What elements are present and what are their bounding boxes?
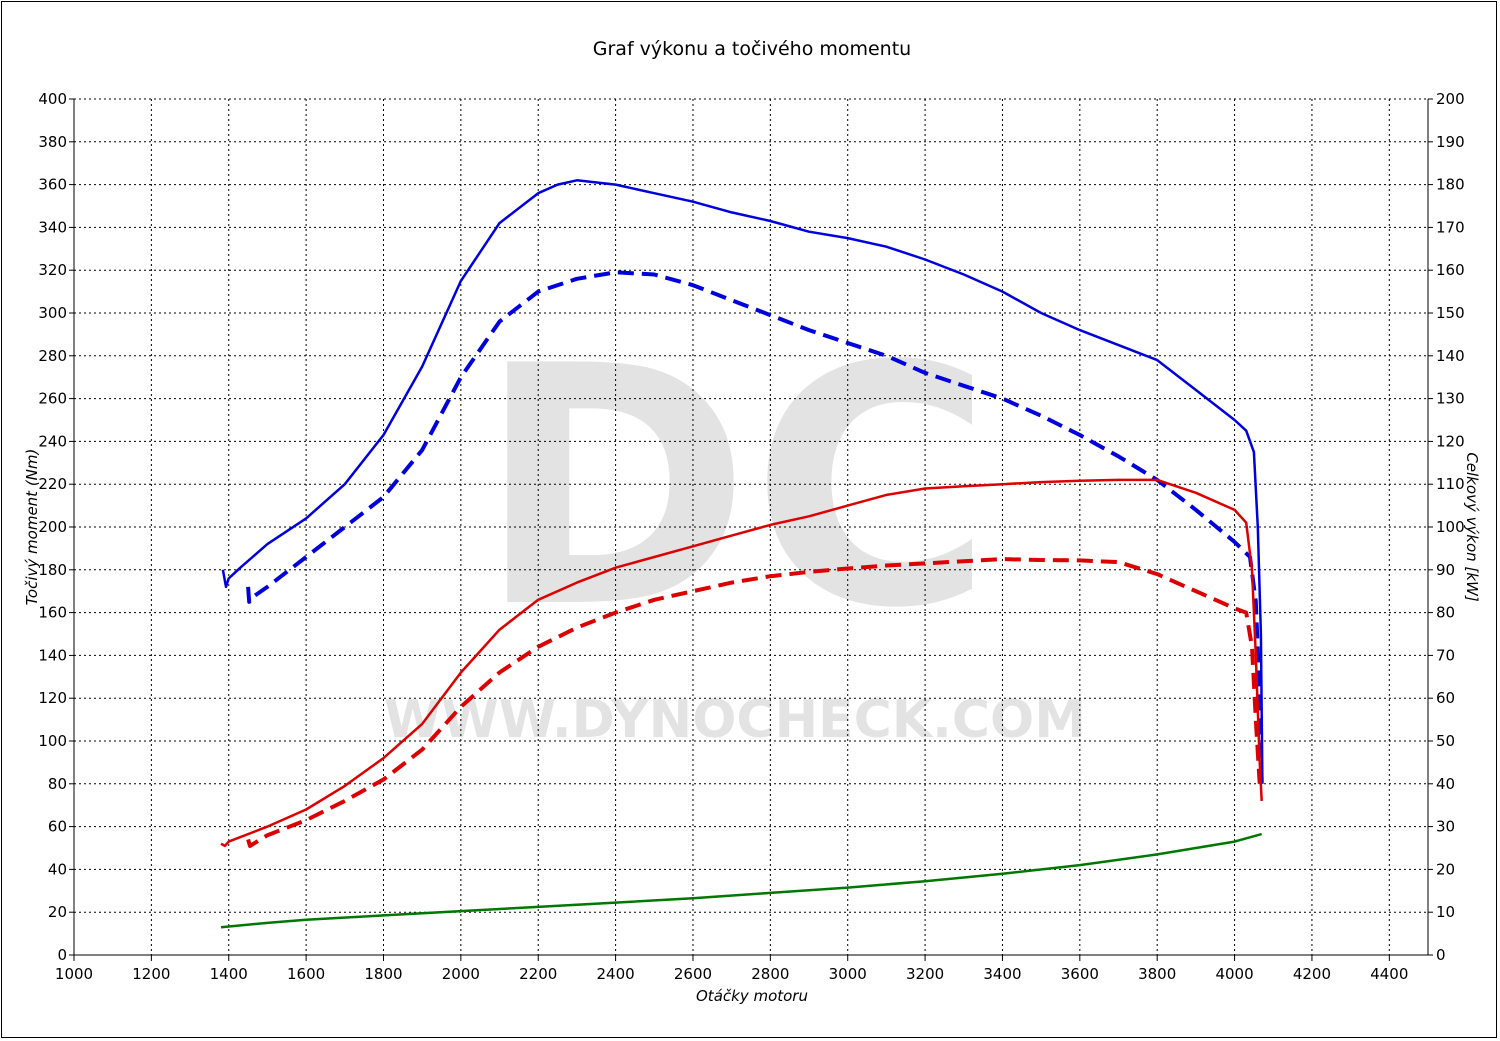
y-left-tick-label: 400	[38, 90, 67, 108]
y-left-tick-label: 280	[38, 347, 67, 365]
y-left-tick-label: 180	[38, 561, 67, 579]
y-left-tick-label: 20	[48, 903, 67, 921]
y-right-tick-label: 200	[1436, 90, 1465, 108]
x-tick-label: 3600	[1061, 965, 1099, 983]
watermark-letters: DC	[477, 296, 993, 680]
y-left-tick-label: 160	[38, 604, 67, 622]
x-tick-label: 1800	[364, 965, 402, 983]
y-right-tick-label: 70	[1436, 646, 1455, 664]
y-right-tick-label: 140	[1436, 347, 1465, 365]
y-right-tick-label: 50	[1436, 732, 1455, 750]
x-tick-label: 4200	[1293, 965, 1331, 983]
x-tick-label: 4400	[1370, 965, 1408, 983]
y-right-tick-label: 10	[1436, 903, 1455, 921]
x-tick-label: 1600	[287, 965, 325, 983]
y-left-tick-label: 0	[57, 946, 67, 964]
y-right-tick-label: 40	[1436, 775, 1455, 793]
y-left-tick-label: 40	[48, 860, 67, 878]
watermark: DC WWW.DYNOCHECK.COM	[384, 296, 1086, 750]
y-axis-left-label: Točivý moment (Nm)	[23, 449, 41, 606]
y-right-tick-label: 100	[1436, 518, 1465, 536]
y-right-tick-label: 120	[1436, 432, 1465, 450]
y-right-tick-label: 30	[1436, 818, 1455, 836]
y-right-tick-label: 130	[1436, 390, 1465, 408]
series-line-3	[220, 478, 1263, 848]
x-axis-label: Otáčky motoru	[696, 987, 808, 1005]
x-tick-label: 3200	[906, 965, 944, 983]
x-tick-label: 2200	[519, 965, 557, 983]
y-left-tick-label: 360	[38, 176, 67, 194]
y-left-tick-label: 140	[38, 646, 67, 664]
y-left-tick-label: 200	[38, 518, 67, 536]
y-right-tick-label: 170	[1436, 218, 1465, 236]
y-left-tick-label: 60	[48, 818, 67, 836]
x-tick-label: 2600	[674, 965, 712, 983]
y-axis-right-label: Celkový výkon [kW]	[1463, 452, 1481, 602]
series-line-2	[246, 270, 1264, 784]
y-right-tick-label: 60	[1436, 689, 1455, 707]
y-right-tick-label: 0	[1436, 946, 1446, 964]
y-right-tick-label: 20	[1436, 860, 1455, 878]
series-line-5	[220, 832, 1263, 929]
y-left-tick-label: 320	[38, 261, 67, 279]
y-left-tick-label: 340	[38, 218, 67, 236]
watermark-url: WWW.DYNOCHECK.COM	[384, 690, 1086, 750]
x-tick-label: 2000	[442, 965, 480, 983]
y-right-tick-label: 180	[1436, 176, 1465, 194]
series-line-4	[246, 557, 1262, 848]
y-left-tick-label: 300	[38, 304, 67, 322]
y-right-tick-label: 90	[1436, 561, 1455, 579]
x-tick-label: 3400	[983, 965, 1021, 983]
ticks: 1000 1200 1400 1600 1800 2000 2200 2400 2600 2800…	[38, 90, 1464, 983]
y-right-tick-label: 190	[1436, 133, 1465, 151]
y-right-tick-label: 150	[1436, 304, 1465, 322]
y-left-tick-label: 80	[48, 775, 67, 793]
x-tick-label: 4000	[1215, 965, 1253, 983]
y-left-tick-label: 260	[38, 390, 67, 408]
x-tick-label: 2800	[751, 965, 789, 983]
y-right-tick-label: 160	[1436, 261, 1465, 279]
x-tick-label: 2400	[597, 965, 635, 983]
grid	[74, 98, 1428, 955]
series-lines	[220, 179, 1264, 929]
x-tick-label: 3800	[1138, 965, 1176, 983]
y-left-tick-label: 220	[38, 475, 67, 493]
y-left-tick-label: 120	[38, 689, 67, 707]
y-left-tick-label: 240	[38, 432, 67, 450]
x-tick-label: 1000	[55, 965, 93, 983]
chart-title: Graf výkonu a točivého momentu	[593, 38, 911, 60]
x-tick-label: 3000	[829, 965, 867, 983]
y-left-tick-label: 380	[38, 133, 67, 151]
x-tick-label: 1200	[132, 965, 170, 983]
y-left-tick-label: 100	[38, 732, 67, 750]
y-right-tick-label: 110	[1436, 475, 1465, 493]
series-line-1	[221, 179, 1264, 784]
y-right-tick-label: 80	[1436, 604, 1455, 622]
x-tick-label: 1400	[210, 965, 248, 983]
